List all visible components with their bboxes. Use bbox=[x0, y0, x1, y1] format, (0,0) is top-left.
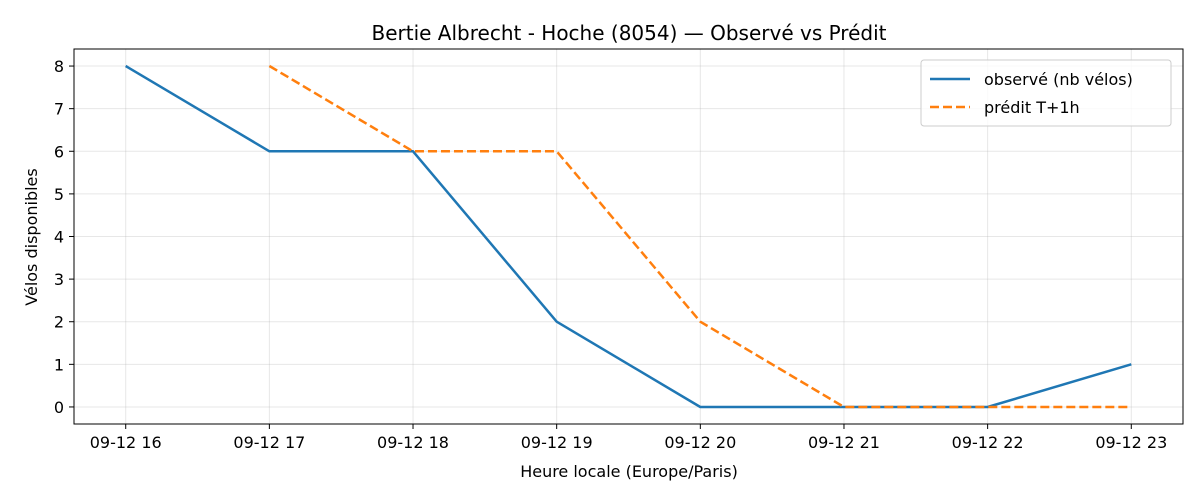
y-tick-label: 1 bbox=[54, 355, 64, 374]
y-axis-label: Vélos disponibles bbox=[22, 168, 41, 305]
y-tick-label: 0 bbox=[54, 398, 64, 417]
y-axis: 0 1 2 3 4 5 6 7 8 bbox=[54, 57, 74, 417]
legend-box bbox=[920, 59, 1172, 127]
y-tick-label: 7 bbox=[54, 100, 64, 119]
x-tick-label: 09-12 22 bbox=[952, 433, 1024, 452]
y-tick-label: 8 bbox=[54, 57, 64, 76]
x-axis: 09-12 16 09-12 17 09-12 18 09-12 19 09-12 20… bbox=[90, 424, 1167, 452]
legend-label-predicted: prédit T+1h bbox=[984, 98, 1080, 117]
x-tick-label: 09-12 16 bbox=[90, 433, 162, 452]
x-tick-label: 09-12 20 bbox=[664, 433, 736, 452]
legend: observé (nb vélos) prédit T+1h bbox=[920, 59, 1172, 127]
series-line-1 bbox=[268, 64, 1132, 409]
y-tick-label: 4 bbox=[54, 228, 64, 247]
x-tick-label: 09-12 21 bbox=[808, 433, 880, 452]
x-tick-label: 09-12 18 bbox=[377, 433, 449, 452]
y-tick-label: 2 bbox=[54, 313, 64, 332]
x-tick-label: 09-12 19 bbox=[521, 433, 593, 452]
legend-label-observed: observé (nb vélos) bbox=[984, 70, 1133, 89]
y-tick-label: 5 bbox=[54, 185, 64, 204]
x-tick-label: 09-12 17 bbox=[233, 433, 305, 452]
series-layer bbox=[125, 64, 1132, 409]
y-tick-label: 6 bbox=[54, 142, 64, 161]
chart-title: Bertie Albrecht - Hoche (8054) — Observé… bbox=[372, 21, 887, 45]
y-tick-label: 3 bbox=[54, 270, 64, 289]
x-axis-label: Heure locale (Europe/Paris) bbox=[520, 462, 738, 481]
x-tick-label: 09-12 23 bbox=[1095, 433, 1167, 452]
